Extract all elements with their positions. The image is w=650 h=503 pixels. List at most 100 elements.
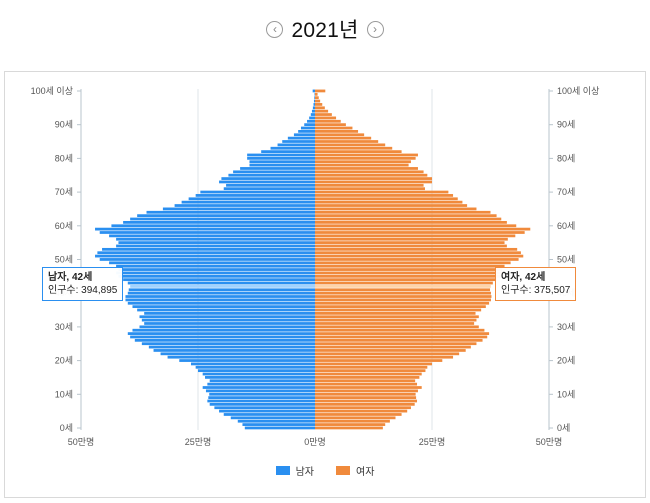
bar-female-age-0 — [315, 426, 383, 430]
bar-female-age-48 — [315, 264, 505, 268]
y-tick-label-left-6: 60세 — [55, 221, 73, 231]
bar-female-age-95 — [315, 106, 325, 110]
bar-male-age-100 — [312, 89, 315, 93]
legend-item-female[interactable]: 여자 — [336, 463, 374, 478]
bar-female-age-75 — [315, 173, 428, 177]
x-tick-label-0: 50만명 — [68, 437, 95, 447]
y-tick-label-left-9: 90세 — [55, 120, 73, 130]
bar-female-age-42 — [315, 285, 491, 288]
bar-female-age-96 — [315, 103, 323, 106]
bar-male-age-22 — [160, 352, 315, 356]
tooltip-male-title: 남자, 42세 — [48, 272, 93, 283]
bar-male-age-38 — [125, 298, 316, 302]
bar-female-age-92 — [315, 116, 337, 120]
bar-female-age-93 — [315, 113, 332, 116]
bar-female-age-55 — [315, 241, 505, 244]
bar-male-age-35 — [137, 308, 315, 312]
bar-male-age-92 — [309, 116, 315, 120]
bar-female-age-9 — [315, 396, 417, 400]
chevron-left-icon[interactable]: ‹ — [266, 20, 284, 38]
bar-male-age-47 — [118, 268, 315, 271]
bar-male-age-46 — [116, 271, 315, 275]
bar-male-age-70 — [200, 190, 315, 194]
bar-female-age-29 — [315, 328, 485, 332]
bar-female-age-72 — [315, 183, 424, 187]
bar-male-age-29 — [132, 328, 315, 332]
bar-female-age-30 — [315, 325, 479, 329]
bar-female-age-98 — [315, 96, 319, 100]
bar-female-age-65 — [315, 207, 477, 211]
bar-female-age-40 — [315, 291, 491, 295]
bar-female-age-57 — [315, 234, 516, 238]
bar-male-age-84 — [277, 143, 315, 147]
bar-female-age-50 — [315, 258, 519, 261]
bar-female-age-58 — [315, 231, 525, 234]
bar-female-age-47 — [315, 268, 503, 271]
bar-male-age-3 — [230, 416, 315, 420]
bar-female-age-14 — [315, 379, 416, 383]
bar-male-age-87 — [293, 133, 315, 137]
y-tick-label-right-3: 30세 — [557, 322, 575, 332]
year-title: 2021년 — [291, 19, 359, 42]
bar-female-age-11 — [315, 389, 418, 393]
x-tick-label-3: 25만명 — [419, 437, 446, 447]
bar-female-age-83 — [315, 146, 393, 150]
bar-female-age-37 — [315, 301, 490, 305]
bar-female-age-18 — [315, 365, 428, 369]
bar-male-age-64 — [146, 210, 315, 214]
legend: 남자 여자 — [0, 463, 650, 478]
bar-male-age-78 — [249, 163, 315, 167]
bar-male-age-45 — [118, 274, 315, 278]
legend-label-male: 남자 — [295, 467, 314, 478]
bar-male-age-61 — [123, 220, 316, 224]
bar-female-age-67 — [315, 200, 463, 204]
bar-male-age-98 — [314, 96, 315, 100]
bar-male-age-36 — [132, 305, 315, 309]
bar-female-age-94 — [315, 109, 329, 113]
bar-male-age-34 — [144, 311, 315, 315]
bar-male-age-28 — [127, 332, 315, 335]
bar-female-age-39 — [315, 295, 492, 298]
bar-female-age-56 — [315, 237, 508, 241]
y-tick-label-right-0: 0세 — [557, 423, 570, 433]
bar-male-age-4 — [223, 413, 315, 416]
bar-male-age-6 — [214, 406, 315, 410]
legend-swatch-female — [336, 466, 350, 475]
bar-female-age-19 — [315, 362, 432, 366]
bar-male-age-55 — [118, 241, 315, 244]
bar-female-age-77 — [315, 167, 418, 170]
bar-female-age-24 — [315, 345, 471, 349]
y-tick-label-right-8: 80세 — [557, 153, 575, 163]
bar-female-age-38 — [315, 298, 491, 302]
bar-male-age-41 — [128, 288, 315, 292]
bar-male-age-21 — [167, 355, 315, 359]
bar-male-age-79 — [249, 160, 315, 164]
bar-female-age-27 — [315, 335, 488, 339]
bar-female-age-64 — [315, 210, 491, 214]
bar-male-age-65 — [162, 207, 315, 211]
bar-female-age-35 — [315, 308, 482, 312]
bar-female-age-7 — [315, 402, 415, 406]
bar-male-age-44 — [123, 278, 316, 282]
bar-male-age-0 — [244, 426, 315, 430]
bar-female-age-71 — [315, 187, 425, 191]
bar-female-age-70 — [315, 190, 449, 194]
bar-male-age-10 — [209, 392, 315, 396]
bar-female-age-61 — [315, 220, 507, 224]
bar-female-age-63 — [315, 214, 497, 218]
bar-male-age-40 — [127, 291, 315, 295]
bar-female-age-20 — [315, 359, 443, 362]
bar-female-age-1 — [315, 423, 386, 426]
bar-female-age-100 — [315, 89, 326, 93]
bar-female-age-46 — [315, 271, 504, 275]
bar-female-age-90 — [315, 123, 346, 127]
chevron-right-icon[interactable]: › — [366, 20, 384, 38]
bar-male-age-23 — [153, 349, 315, 352]
bar-male-age-48 — [116, 264, 315, 268]
bar-male-age-31 — [144, 322, 315, 325]
bar-male-age-86 — [287, 136, 315, 140]
bar-male-age-15 — [205, 376, 315, 379]
bar-male-age-19 — [190, 362, 315, 366]
legend-item-male[interactable]: 남자 — [275, 463, 314, 478]
bar-male-age-71 — [223, 187, 315, 191]
